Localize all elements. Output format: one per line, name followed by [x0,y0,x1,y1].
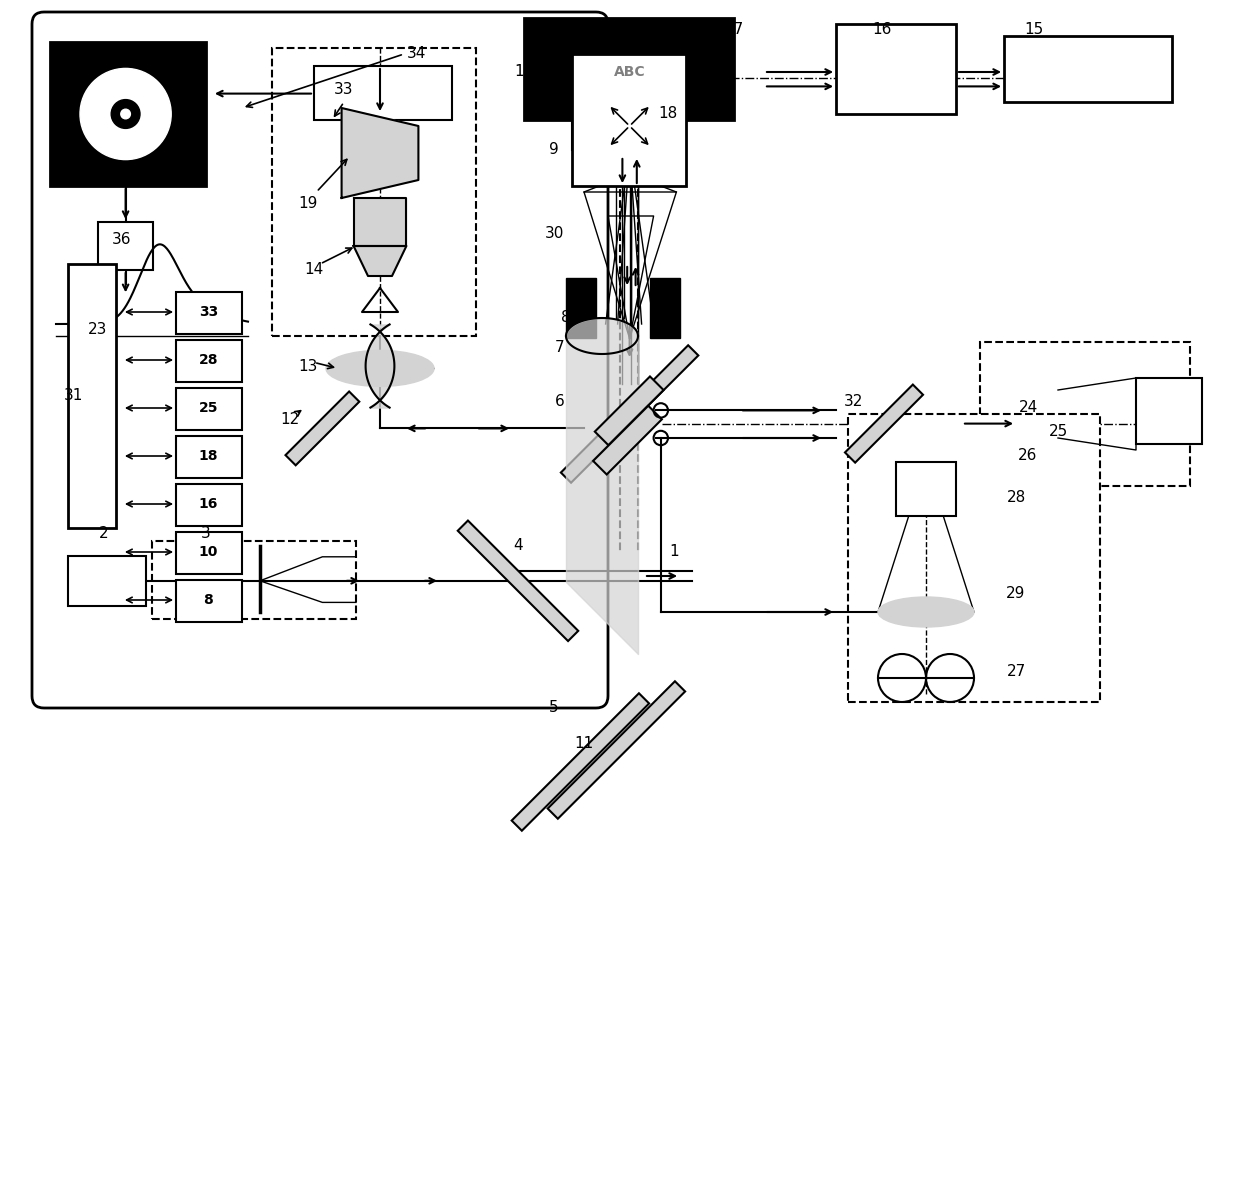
Bar [176,340,242,382]
Bar [572,120,686,150]
Bar [458,521,578,641]
Text: 36: 36 [113,233,131,247]
Text: 34: 34 [407,47,425,61]
Circle shape [120,109,130,119]
Bar [176,532,242,574]
Bar [50,42,206,186]
Text: 14: 14 [304,263,324,277]
Bar [548,682,686,818]
Text: 35: 35 [56,137,76,151]
Bar [525,18,734,120]
Text: 8: 8 [562,311,570,325]
Text: 33: 33 [335,83,353,97]
Bar [98,222,154,270]
Ellipse shape [878,596,973,626]
Text: 31: 31 [64,389,83,403]
Text: 24: 24 [1018,401,1038,415]
Text: 28: 28 [198,353,218,367]
Ellipse shape [326,350,434,386]
Bar [572,54,686,186]
Text: 7: 7 [556,341,564,355]
Bar [836,24,956,114]
Text: 16: 16 [198,497,218,511]
Text: 6: 6 [556,395,565,409]
Text: 32: 32 [844,395,864,409]
Text: 2: 2 [99,527,109,541]
Bar [512,694,649,830]
Circle shape [112,100,140,128]
Bar [980,342,1190,486]
Text: 18: 18 [658,107,677,121]
Text: 10: 10 [515,65,533,79]
Bar [560,346,698,482]
Text: 25: 25 [1048,425,1068,439]
Text: 16: 16 [872,23,892,37]
Text: 17: 17 [724,23,744,37]
Text: 15: 15 [1024,23,1044,37]
Text: 10: 10 [198,545,218,559]
Text: 28: 28 [1007,491,1025,505]
Bar [285,391,360,466]
Bar [897,462,956,516]
Text: ABC: ABC [614,65,645,79]
Text: 30: 30 [544,227,564,241]
Text: 11: 11 [574,737,594,751]
Text: 33: 33 [198,305,218,319]
Bar [68,264,117,528]
Text: 25: 25 [198,401,218,415]
Text: 5: 5 [549,701,559,715]
Text: 29: 29 [1007,587,1025,601]
Bar [650,278,680,338]
Bar [272,48,476,336]
Bar [565,278,596,338]
Bar [153,541,356,619]
FancyBboxPatch shape [32,12,608,708]
Text: 3: 3 [201,527,211,541]
Polygon shape [353,198,407,246]
Bar [314,66,453,120]
Circle shape [81,68,171,160]
Text: 8: 8 [203,593,213,607]
Polygon shape [341,108,418,198]
Text: 1: 1 [670,545,678,559]
Text: 26: 26 [1018,449,1038,463]
Text: 9: 9 [549,143,559,157]
Bar [176,580,242,622]
Text: 12: 12 [280,413,300,427]
Text: 23: 23 [88,323,108,337]
Polygon shape [353,246,407,276]
Bar [1004,36,1172,102]
Bar [1136,378,1202,444]
Text: 4: 4 [513,539,523,553]
Bar [176,436,242,478]
Bar [595,377,663,445]
Bar [176,292,242,334]
Text: 18: 18 [198,449,218,463]
Text: 13: 13 [299,359,317,373]
Bar [176,484,242,526]
Bar [844,384,923,463]
Bar [593,406,662,474]
Text: 27: 27 [1007,665,1025,679]
Bar [68,556,146,606]
Text: 19: 19 [299,197,317,211]
Bar [848,414,1100,702]
Bar [176,388,242,430]
